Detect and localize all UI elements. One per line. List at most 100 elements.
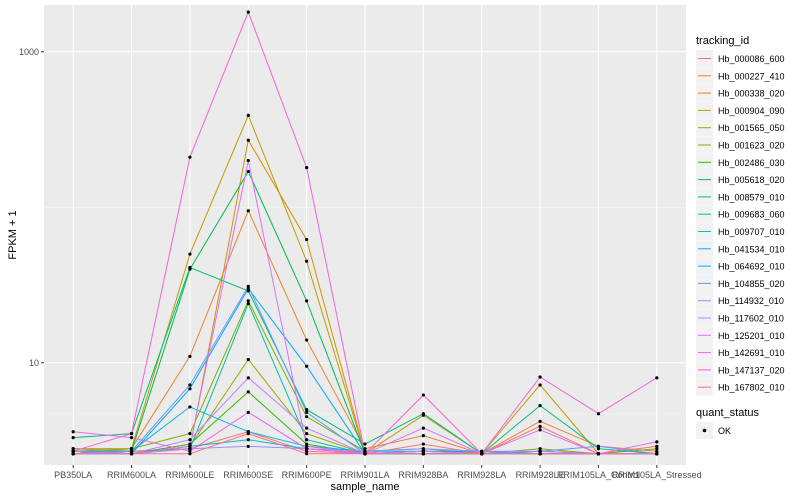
legend-label: Hb_000904_090 — [718, 106, 785, 116]
data-point — [305, 432, 309, 436]
data-point — [305, 165, 309, 170]
data-point — [305, 447, 309, 451]
x-tick-label: RRIM928LE — [516, 470, 565, 480]
data-point — [305, 338, 309, 342]
data-point — [246, 10, 250, 14]
data-point — [188, 155, 192, 159]
data-point — [596, 452, 601, 456]
x-axis: PB350LA RRIM600LA RRIM600LE RRIM600SE RRIM60… — [54, 465, 702, 480]
x-tick-label: RRIM901LA — [340, 470, 389, 480]
data-point — [188, 265, 192, 270]
data-point — [246, 289, 250, 293]
data-point — [246, 299, 250, 303]
x-tick-label: RRIM105LA_Stressed — [612, 470, 702, 480]
data-point — [246, 410, 250, 414]
data-point — [71, 436, 75, 440]
legend-label: Hb_002486_030 — [718, 158, 785, 168]
data-point — [71, 430, 75, 434]
legend-title-quant: quant_status — [696, 407, 759, 419]
data-point — [246, 432, 250, 436]
data-point — [305, 364, 309, 368]
legend-label: Hb_104855_020 — [718, 279, 785, 289]
y-axis: 10 1000 — [19, 47, 44, 368]
data-point — [246, 158, 250, 163]
data-point — [363, 449, 367, 453]
y-tick-label: 10 — [29, 358, 39, 368]
data-point — [188, 383, 192, 387]
data-point — [538, 452, 542, 456]
legend-label: Hb_000227_410 — [718, 71, 785, 81]
data-point — [363, 442, 367, 446]
data-point — [596, 412, 601, 416]
data-point — [655, 449, 659, 453]
legend-label: Hb_009683_060 — [718, 210, 785, 220]
legend: tracking_id Hb_000086_600Hb_000227_410Hb… — [696, 35, 785, 439]
data-point — [538, 375, 542, 379]
legend-label-ok: OK — [718, 426, 731, 436]
data-point — [421, 393, 425, 397]
x-tick-label: RRIM105LA_Control — [557, 470, 640, 480]
data-point — [421, 426, 425, 430]
y-axis-title: FPKM + 1 — [7, 210, 19, 259]
data-point — [655, 444, 659, 448]
x-tick-label: RRIM600PE — [282, 470, 332, 480]
data-point — [538, 447, 542, 451]
legend-label: Hb_001623_020 — [718, 141, 785, 151]
data-point — [188, 447, 192, 451]
data-point — [246, 113, 250, 117]
data-point — [305, 415, 309, 419]
data-point — [538, 383, 542, 387]
legend-label: Hb_147137_020 — [718, 365, 785, 375]
legend-label: Hb_041534_010 — [718, 244, 785, 254]
data-point — [305, 259, 309, 263]
legend-point-ok — [702, 428, 707, 433]
data-point — [596, 444, 601, 448]
legend-label: Hb_142691_010 — [718, 348, 785, 358]
legend-items: Hb_000086_600 Hb_000227_410 Hb_000338_020 H… — [696, 50, 785, 396]
data-point — [421, 447, 425, 451]
data-point — [246, 138, 250, 142]
data-point — [188, 252, 192, 256]
data-point — [596, 447, 601, 451]
data-point — [71, 452, 75, 456]
data-point — [246, 284, 250, 288]
data-point — [246, 169, 250, 174]
legend-label: Hb_009707_010 — [718, 227, 785, 237]
x-tick-label: RRIM600SE — [223, 470, 273, 480]
data-point — [305, 426, 309, 430]
data-point — [655, 440, 659, 444]
data-point — [305, 449, 309, 453]
data-point — [305, 438, 309, 442]
data-point — [129, 449, 134, 453]
data-point — [188, 444, 192, 448]
data-point — [129, 452, 134, 456]
data-point — [305, 410, 309, 414]
data-point — [480, 452, 484, 456]
grid-lines — [44, 5, 686, 465]
data-point — [480, 449, 484, 453]
data-point — [363, 447, 367, 451]
x-tick-label: RRIM928BA — [398, 470, 448, 480]
legend-label: Hb_000338_020 — [718, 89, 785, 99]
x-tick-label: RRIM600LE — [165, 470, 214, 480]
x-tick-label: RRIM928LA — [457, 470, 506, 480]
data-point — [538, 449, 542, 453]
data-point — [188, 354, 192, 358]
series-points — [71, 10, 659, 456]
data-point — [188, 442, 192, 446]
data-point — [305, 442, 309, 446]
data-point — [305, 237, 309, 242]
x-tick-label: RRIM600LA — [107, 470, 156, 480]
data-point — [655, 447, 659, 451]
data-point — [538, 428, 542, 432]
legend-label: Hb_008579_010 — [718, 192, 785, 202]
data-point — [305, 299, 309, 303]
data-point — [246, 357, 250, 362]
data-point — [246, 438, 250, 442]
legend-title-tracking: tracking_id — [696, 35, 749, 47]
data-point — [421, 449, 425, 453]
data-point — [421, 442, 425, 446]
data-point — [305, 407, 309, 412]
data-point — [305, 452, 309, 456]
